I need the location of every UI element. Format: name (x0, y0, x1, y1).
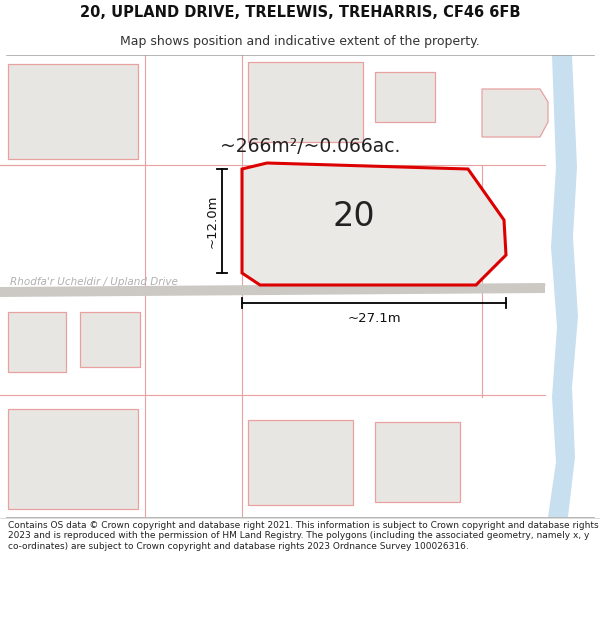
Polygon shape (8, 64, 138, 159)
Text: Map shows position and indicative extent of the property.: Map shows position and indicative extent… (120, 35, 480, 48)
Text: Rhodfa'r Ucheldir / Upland Drive: Rhodfa'r Ucheldir / Upland Drive (10, 277, 178, 287)
Text: ~12.0m: ~12.0m (205, 194, 218, 248)
Polygon shape (248, 420, 353, 505)
Polygon shape (248, 62, 363, 142)
Polygon shape (375, 72, 435, 122)
Polygon shape (242, 163, 506, 285)
Text: 20: 20 (332, 201, 376, 234)
Polygon shape (548, 55, 578, 517)
Text: 20, UPLAND DRIVE, TRELEWIS, TREHARRIS, CF46 6FB: 20, UPLAND DRIVE, TRELEWIS, TREHARRIS, C… (80, 4, 520, 19)
Text: ~27.1m: ~27.1m (347, 312, 401, 326)
Polygon shape (375, 422, 460, 502)
Polygon shape (8, 312, 66, 372)
Text: Contains OS data © Crown copyright and database right 2021. This information is : Contains OS data © Crown copyright and d… (8, 521, 599, 551)
Polygon shape (80, 312, 140, 367)
Polygon shape (0, 283, 545, 297)
Polygon shape (8, 409, 138, 509)
Polygon shape (482, 89, 548, 137)
Text: ~266m²/~0.066ac.: ~266m²/~0.066ac. (220, 138, 400, 156)
